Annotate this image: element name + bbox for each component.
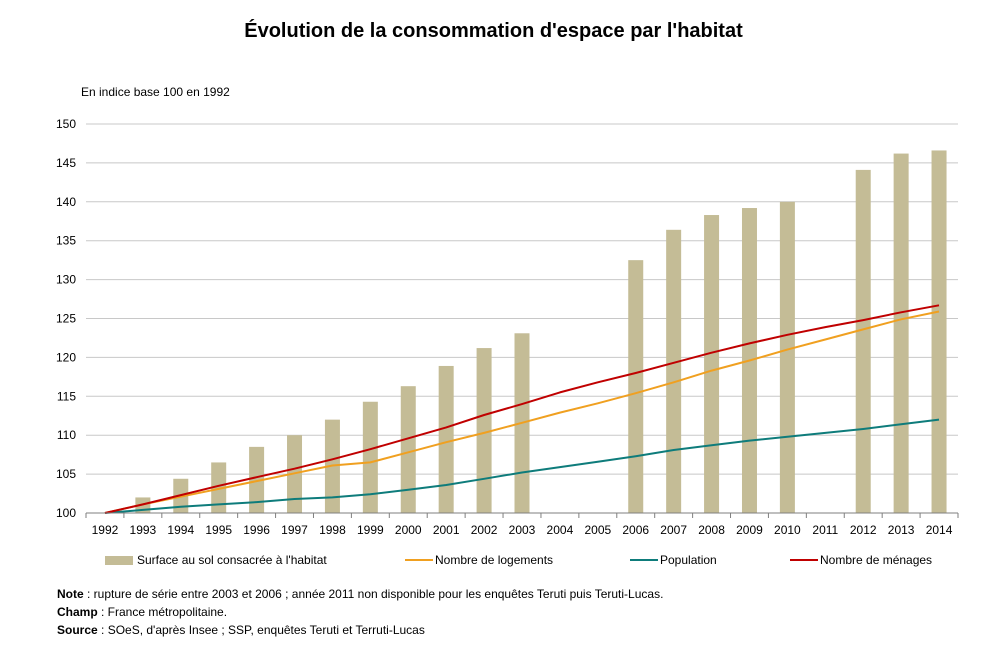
x-tick-label: 2007	[660, 523, 687, 537]
x-tick-label: 1992	[92, 523, 119, 537]
x-tick-label: 2008	[698, 523, 725, 537]
x-tick-label: 2002	[471, 523, 498, 537]
source-label: Source	[57, 623, 98, 637]
x-tick-label: 2004	[547, 523, 574, 537]
scope-text: : France métropolitaine.	[97, 605, 228, 619]
bar-surface	[628, 260, 644, 513]
series-line-0	[104, 310, 940, 514]
bar-surface	[931, 150, 947, 513]
note-text: : rupture de série entre 2003 et 2006 ; …	[83, 587, 664, 601]
y-tick-label: 135	[56, 234, 76, 248]
bar-surface	[704, 215, 720, 513]
series-line-2	[104, 304, 940, 514]
x-tick-label: 1993	[130, 523, 157, 537]
chart-legend: Surface au sol consacrée à l'habitat Nom…	[0, 553, 987, 571]
y-tick-label: 115	[57, 389, 76, 403]
x-tick-label: 2006	[622, 523, 649, 537]
x-tick-label: 1997	[281, 523, 308, 537]
x-tick-label: 2010	[774, 523, 801, 537]
legend-label-menages: Nombre de ménages	[820, 553, 933, 567]
y-tick-label: 150	[56, 117, 76, 131]
y-tick-label: 120	[56, 350, 76, 364]
bar-surface	[893, 153, 909, 513]
source-line: Source : SOeS, d'après Insee ; SSP, enqu…	[57, 621, 663, 639]
chart-plot: 100 105 110 115 120 125 130 135 140 145 150 1992 199…	[56, 117, 959, 537]
x-tick-label: 2011	[812, 523, 838, 537]
x-tick-label: 1999	[357, 523, 384, 537]
legend-item-menages: Nombre de ménages	[790, 553, 932, 567]
chart-title: Évolution de la consommation d'espace pa…	[244, 20, 743, 42]
x-tick-label: 2001	[433, 523, 460, 537]
x-tick-label: 2014	[926, 523, 953, 537]
x-tick-label: 1998	[319, 523, 346, 537]
legend-swatch-logements	[405, 559, 433, 561]
note-line: Note : rupture de série entre 2003 et 20…	[57, 585, 663, 603]
bar-surface	[362, 401, 378, 513]
x-tick-label: 2003	[509, 523, 536, 537]
bar-surface	[249, 446, 265, 513]
legend-label-surface: Surface au sol consacrée à l'habitat	[137, 553, 327, 567]
chart-notes: Note : rupture de série entre 2003 et 20…	[57, 585, 663, 639]
x-tick-label: 1994	[167, 523, 194, 537]
bar-surface	[211, 462, 227, 513]
bar-surface	[438, 365, 454, 513]
scope-label: Champ	[57, 605, 98, 619]
bar-surface	[400, 386, 416, 513]
scope-line: Champ : France métropolitaine.	[57, 603, 663, 621]
x-tick-label: 2012	[850, 523, 877, 537]
legend-item-logements: Nombre de logements	[405, 553, 553, 567]
legend-item-population: Population	[630, 553, 717, 567]
bar-surface	[666, 229, 682, 514]
legend-swatch-menages	[790, 559, 818, 561]
legend-label-logements: Nombre de logements	[435, 553, 554, 567]
y-tick-label: 145	[56, 156, 76, 170]
y-tick-label: 105	[56, 467, 76, 481]
x-tick-label: 2009	[736, 523, 763, 537]
series-line-1	[104, 418, 940, 514]
bar-surface	[855, 169, 871, 514]
legend-label-population: Population	[660, 553, 717, 567]
x-tick-label: 1995	[205, 523, 232, 537]
y-tick-label: 125	[56, 312, 76, 326]
y-axis-unit-label: En indice base 100 en 1992	[81, 85, 230, 99]
bar-surface	[779, 201, 795, 514]
legend-swatch-population	[630, 559, 658, 561]
x-tick-label: 2005	[584, 523, 611, 537]
legend-item-surface: Surface au sol consacrée à l'habitat	[105, 553, 327, 567]
y-tick-label: 110	[57, 428, 76, 442]
source-text: : SOeS, d'après Insee ; SSP, enquêtes Te…	[97, 623, 425, 637]
y-tick-label: 100	[56, 506, 76, 520]
x-tick-label: 1996	[243, 523, 270, 537]
note-label: Note	[57, 587, 84, 601]
y-tick-label: 140	[56, 195, 76, 209]
x-tick-label: 2000	[395, 523, 422, 537]
legend-swatch-surface	[105, 555, 133, 565]
x-tick-label: 2013	[888, 523, 915, 537]
y-tick-label: 130	[56, 273, 76, 287]
bar-surface	[476, 348, 492, 513]
